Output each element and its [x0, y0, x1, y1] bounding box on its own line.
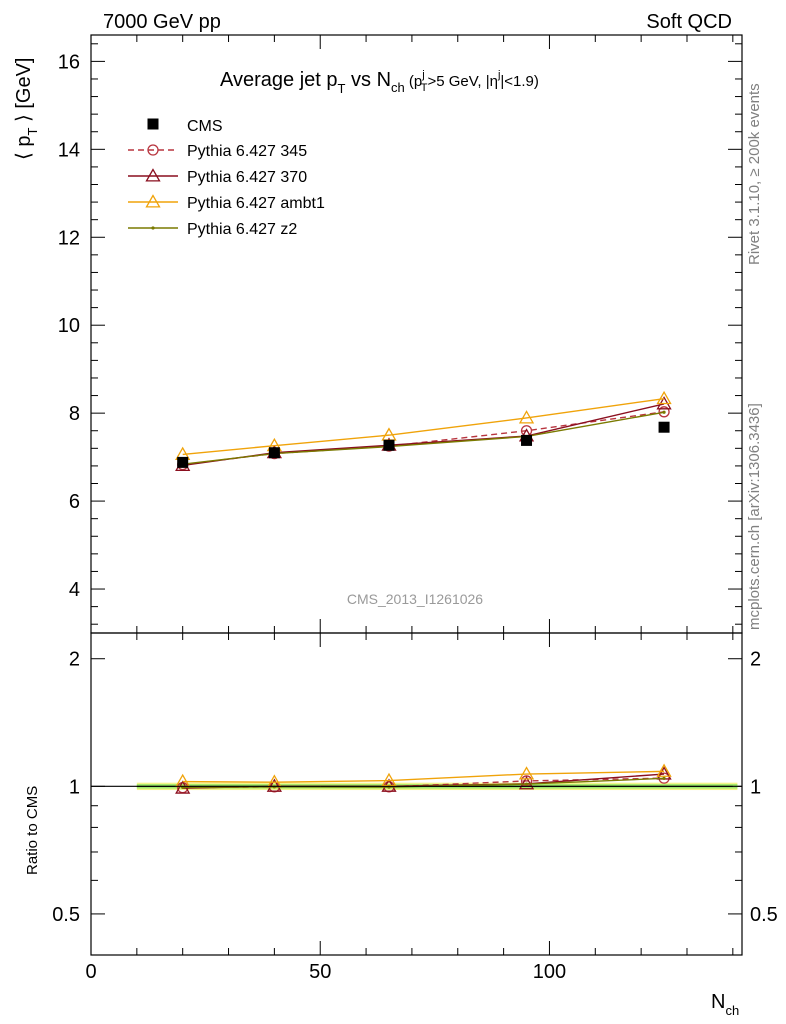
y-label-pre: ⟨ p [13, 136, 35, 160]
legend-item-1: Pythia 6.427 370 [128, 168, 307, 186]
title-cut-close: |<1.9) [500, 73, 539, 90]
ratio-point-2 [381, 772, 397, 787]
ratio-tick-label-right: 1 [750, 776, 761, 798]
mcplots-label: mcplots.cern.ch [arXiv:1306.3436] [746, 403, 763, 630]
ratio-point-1 [266, 778, 283, 792]
x-tick-label: 100 [533, 961, 566, 983]
series-group [136, 390, 733, 794]
legend-label-3: Pythia 6.427 z2 [187, 221, 297, 238]
data-point [177, 456, 189, 468]
data-point [521, 434, 533, 446]
title-cut-sub: T [421, 82, 428, 94]
series-point-0 [658, 406, 670, 418]
legend: CMS Pythia 6.427 345 Pythia 6.427 370 Pythi… [128, 118, 325, 238]
header-right: Soft QCD [646, 11, 732, 33]
x-label-sub: ch [725, 1003, 739, 1018]
ratio-line-2 [182, 770, 665, 783]
legend-item-3: Pythia 6.427 z2 [128, 221, 297, 238]
title-cut-sup2: j [497, 69, 500, 81]
y-tick-label: 12 [58, 227, 80, 249]
y-tick-label: 6 [69, 491, 80, 513]
y-label-sub: T [25, 128, 40, 136]
title-main-sub: T [338, 81, 346, 96]
title-vs-sub: ch [391, 80, 405, 95]
legend-label-2: Pythia 6.427 ambt1 [187, 195, 325, 212]
x-axis-label: Nch [711, 991, 739, 1018]
title-cut-sup: j [421, 69, 424, 81]
y-tick-label: 14 [58, 139, 80, 161]
y-tick-label: 4 [69, 579, 80, 601]
ratio-tick-label-left: 0.5 [52, 904, 80, 926]
header-left: 7000 GeV pp [103, 11, 221, 33]
data-point [268, 447, 280, 459]
legend-label-1: Pythia 6.427 370 [187, 169, 307, 186]
analysis-watermark: CMS_2013_I1261026 [347, 591, 483, 607]
ratio-tick-label-right: 0.5 [750, 904, 778, 926]
legend-marker-1 [145, 168, 161, 182]
x-tick-label: 0 [85, 961, 96, 983]
ratio-frame [90, 632, 743, 956]
chart-title: Average jet pT vs Nch (pj T>5 GeV, |ηj|<1… [220, 69, 539, 96]
ratio-axis-label: Ratio to CMS [24, 786, 41, 875]
ratio-point-2 [518, 766, 535, 780]
title-vs: vs N [345, 69, 391, 91]
ratio-point-1 [518, 776, 535, 790]
title-cut-open: (p [405, 73, 423, 90]
ratio-point-2 [656, 763, 672, 777]
legend-marker-data [147, 118, 159, 130]
legend-label-0: Pythia 6.427 345 [187, 143, 307, 160]
legend-item-0: Pythia 6.427 345 [128, 143, 307, 160]
data-point [658, 421, 670, 433]
series-line-2 [182, 397, 665, 456]
rivet-label: Rivet 3.1.10, ≥ 200k events [746, 83, 763, 265]
series-point-2 [518, 410, 535, 424]
y-tick-label: 8 [69, 403, 80, 425]
legend-marker-2 [145, 194, 161, 208]
x-tick-label: 50 [309, 961, 331, 983]
ratio-tick-label-right: 2 [750, 649, 761, 671]
x-label-main: N [711, 991, 725, 1013]
title-main: Average jet p [220, 69, 338, 91]
legend-item-data: CMS [147, 118, 223, 135]
data-point [383, 439, 395, 451]
legend-label-data: CMS [187, 118, 223, 135]
series-line-0 [182, 411, 665, 466]
series-point-2 [656, 390, 672, 405]
ratio-tick-label-left: 1 [69, 776, 80, 798]
y-axis-label: ⟨ pT ⟩ [GeV] [13, 58, 40, 161]
legend-marker-0 [147, 144, 159, 156]
y-tick-label: 10 [58, 315, 80, 337]
series-point-3 [662, 410, 666, 414]
ratio-point-3 [524, 782, 529, 786]
title-cut-mid: >5 GeV, |η [427, 73, 497, 90]
legend-item-2: Pythia 6.427 ambt1 [128, 194, 325, 212]
ratio-point-3 [662, 776, 666, 780]
legend-marker-3 [151, 226, 155, 230]
ratio-point-3 [272, 785, 276, 789]
y-label-post: ⟩ [GeV] [13, 58, 35, 128]
ratio-tick-label-left: 2 [69, 649, 80, 671]
y-tick-label: 16 [58, 51, 80, 73]
